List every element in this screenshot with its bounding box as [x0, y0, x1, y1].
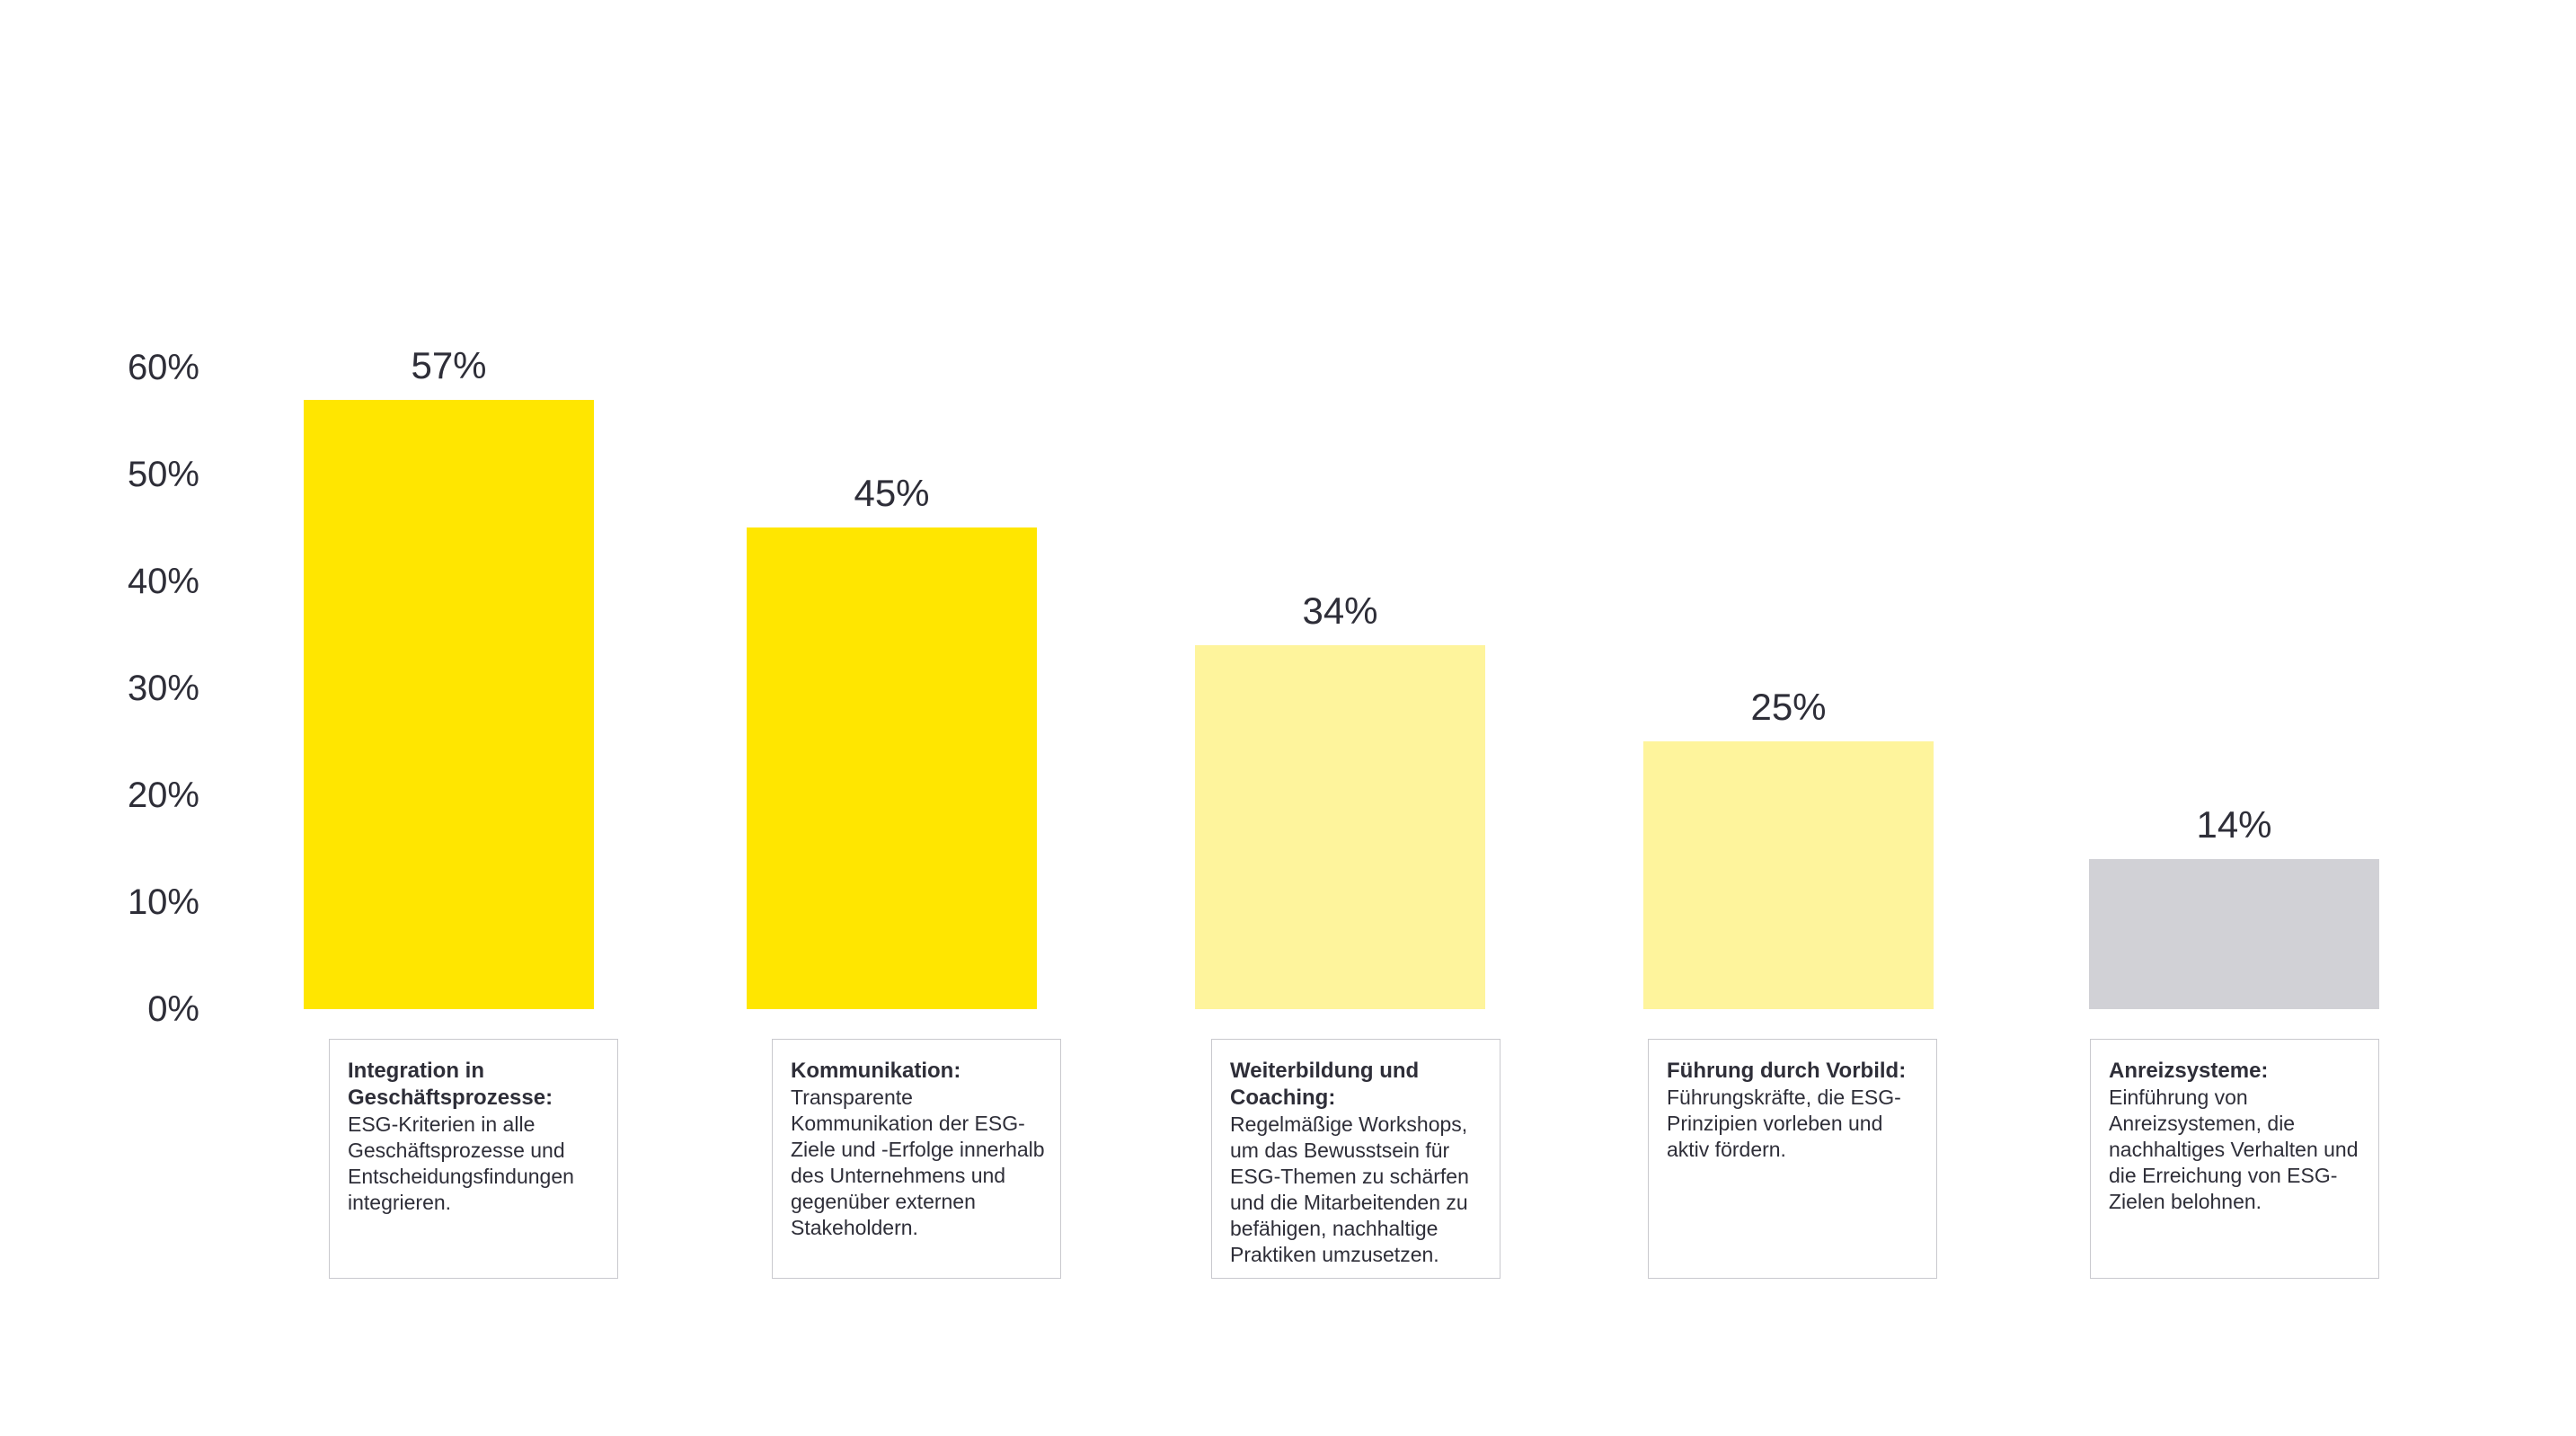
- category-card-description: Transparente Kommunikation der ESG-Ziele…: [791, 1086, 1045, 1239]
- bar-weiterbildung-und-coaching: [1195, 645, 1485, 1009]
- bar-integration-in-geschäftsprozesse: [304, 400, 594, 1009]
- y-axis-tick-label: 10%: [127, 882, 199, 922]
- bar-value-label: 14%: [2196, 803, 2272, 846]
- bar-value-label: 57%: [411, 344, 487, 386]
- y-axis-tick-label: 30%: [127, 669, 199, 708]
- category-card-description: ESG-Kriterien in alle Geschäftsprozesse …: [348, 1112, 574, 1214]
- category-card-description: Regelmäßige Workshops, um das Bewusstsei…: [1230, 1112, 1469, 1266]
- category-card: Weiterbildung und Coaching: Regelmäßige W…: [1211, 1039, 1500, 1279]
- category-card-title: Weiterbildung und Coaching:: [1230, 1059, 1420, 1110]
- bar-value-label: 34%: [1302, 589, 1378, 632]
- category-card: Integration in Geschäftsprozesse: ESG-Kri…: [329, 1039, 618, 1279]
- bar-value-label: 45%: [854, 472, 930, 514]
- category-card-description: Einführung von Anreizsystemen, die nachh…: [2109, 1086, 2359, 1213]
- y-axis-tick-label: 0%: [147, 989, 199, 1029]
- bar-value-label: 25%: [1750, 686, 1827, 728]
- category-card-description: Führungskräfte, die ESG-Prinzipien vorle…: [1667, 1086, 1901, 1161]
- category-card-title: Führung durch Vorbild:: [1667, 1059, 1907, 1083]
- y-axis-tick-label: 60%: [127, 348, 199, 387]
- category-card-title: Integration in Geschäftsprozesse:: [348, 1059, 553, 1110]
- bar-führung-durch-vorbild: [1643, 741, 1934, 1009]
- y-axis-tick-label: 50%: [127, 455, 199, 494]
- category-card: Führung durch Vorbild: Führungskräfte, di…: [1648, 1039, 1937, 1279]
- bar-kommunikation: [747, 527, 1037, 1009]
- category-card-title: Kommunikation:: [791, 1059, 961, 1083]
- y-axis-tick-label: 40%: [127, 562, 199, 601]
- bar-anreizsysteme: [2089, 859, 2379, 1009]
- y-axis-tick-label: 20%: [127, 776, 199, 815]
- category-card: Kommunikation: Transparente Kommunikation…: [772, 1039, 1061, 1279]
- category-card-title: Anreizsysteme:: [2109, 1059, 2269, 1083]
- category-card: Anreizsysteme: Einführung von Anreizsyste…: [2090, 1039, 2379, 1279]
